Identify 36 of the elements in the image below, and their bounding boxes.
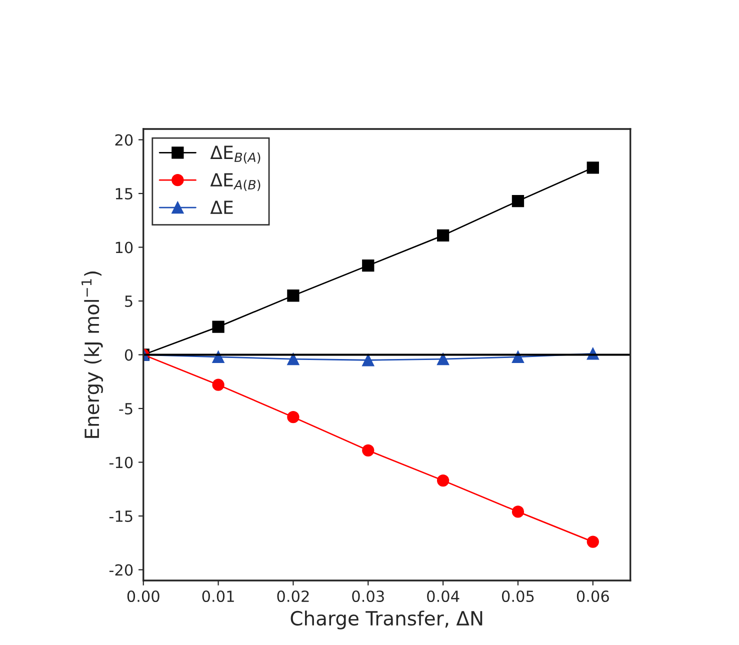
point: [436, 474, 450, 487]
point: [212, 320, 224, 333]
y-axis-title: Energy (kJ mol$^{−1}$): [82, 272, 103, 438]
y-tick-label: -20: [109, 564, 133, 576]
point: [287, 411, 300, 424]
legend-label: ΔE$_{A(B)}$: [210, 173, 260, 192]
y-tick-label: -5: [119, 403, 132, 415]
point: [436, 352, 450, 366]
y-tick-label: 5: [125, 296, 132, 308]
y-tick-label: 0: [124, 349, 133, 361]
legend-label: ΔE$_{B(A)}$: [210, 146, 260, 164]
legend-label: ΔE: [210, 200, 233, 214]
y-tick-label: 20: [115, 134, 133, 146]
point: [512, 194, 524, 208]
x-tick-label: 0.06: [576, 590, 609, 602]
x-tick-label: 0.02: [277, 590, 309, 602]
x-tick-label: 0.05: [502, 590, 534, 602]
point: [586, 162, 599, 174]
x-axis-title: Charge Transfer, ΔN: [290, 610, 482, 630]
y-tick-label: -15: [109, 510, 132, 522]
point: [287, 290, 300, 302]
point: [212, 378, 224, 391]
y-tick-label: 10: [116, 242, 133, 254]
point: [362, 444, 374, 456]
point: [512, 506, 524, 518]
x-tick-label: 0.01: [202, 590, 234, 602]
point: [287, 352, 300, 366]
point: [362, 354, 374, 366]
point: [436, 229, 450, 242]
point: [586, 536, 599, 548]
x-tick-label: 0.04: [427, 590, 460, 602]
y-tick-label: 15: [116, 188, 132, 200]
point: [362, 259, 374, 272]
x-tick-label: 0.00: [127, 590, 160, 602]
x-tick-label: 0.03: [352, 590, 384, 602]
y-tick-label: -10: [109, 456, 133, 468]
